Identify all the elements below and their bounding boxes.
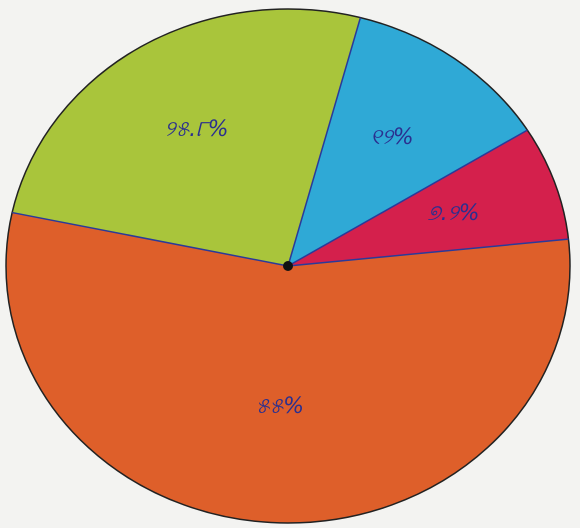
value-label: ୭.୨%: [427, 201, 479, 226]
slice-edge: [287, 129, 528, 267]
value-label: ୨୫.୮%: [164, 117, 228, 142]
pie-slice: [288, 130, 569, 266]
center-dot: [283, 261, 293, 271]
value-label: ୫୫%: [256, 394, 304, 419]
slice-edge: [287, 238, 569, 267]
pie-slice: [288, 17, 528, 266]
value-label: ୧୨%: [370, 125, 413, 150]
pie-slice: [5, 212, 571, 523]
pie-slice: [12, 8, 361, 266]
slice-edge: [287, 17, 362, 267]
pie-outline: [5, 8, 571, 524]
slice-edge: [12, 211, 289, 267]
